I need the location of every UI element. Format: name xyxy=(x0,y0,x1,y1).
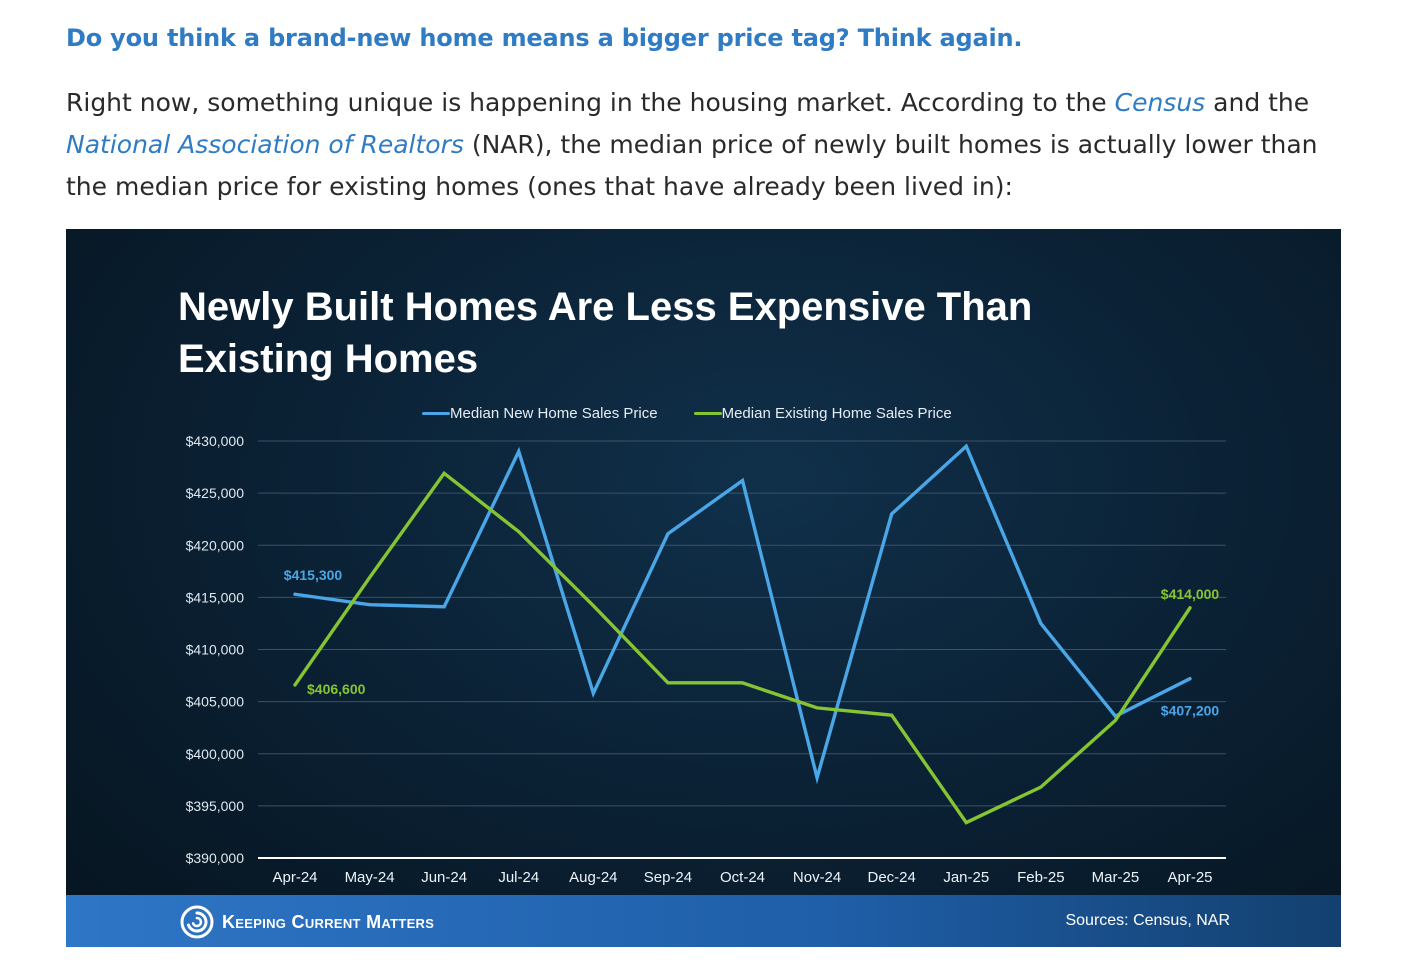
legend-label-existing: Median Existing Home Sales Price xyxy=(721,405,952,422)
data-point-existing xyxy=(815,706,819,710)
series-line-existing xyxy=(293,470,1192,825)
y-tick-label: $425,000 xyxy=(186,485,245,501)
census-link[interactable]: Census xyxy=(1114,88,1206,117)
article-headline: Do you think a brand-new home means a bi… xyxy=(66,24,1023,52)
y-tick-label: $430,000 xyxy=(186,433,245,449)
data-point-new xyxy=(1039,621,1043,625)
x-tick-label: Jul-24 xyxy=(498,869,539,886)
swirl-logo-icon xyxy=(180,905,214,939)
data-label: $406,600 xyxy=(307,681,366,697)
legend-item-existing: Median Existing Home Sales Price xyxy=(693,405,952,422)
data-label: $407,200 xyxy=(1161,703,1220,719)
x-tick-label: Aug-24 xyxy=(569,869,617,886)
data-point-new xyxy=(293,592,297,596)
data-point-new xyxy=(815,776,819,780)
data-point-existing xyxy=(666,681,670,685)
para-text-3: (NAR), the median price of newly built h… xyxy=(66,130,1318,201)
data-point-existing xyxy=(1188,606,1192,610)
x-tick-label: Apr-24 xyxy=(272,869,317,886)
chart-legend: Median New Home Sales Price Median Exist… xyxy=(422,405,988,422)
x-tick-label: Feb-25 xyxy=(1017,869,1065,886)
x-tick-label: May-24 xyxy=(345,869,395,886)
data-point-new xyxy=(666,532,670,536)
legend-swatch-existing xyxy=(693,412,722,415)
brand-name: Keeping Current Matters xyxy=(222,911,435,932)
x-tick-label: Mar-25 xyxy=(1092,869,1140,886)
data-point-existing xyxy=(442,471,446,475)
data-point-new xyxy=(591,691,595,695)
data-point-new xyxy=(517,449,521,453)
y-tick-label: $405,000 xyxy=(186,694,245,710)
legend-item-new: Median New Home Sales Price xyxy=(422,405,658,422)
data-point-new xyxy=(1188,677,1192,681)
data-point-existing xyxy=(591,604,595,608)
para-text-2: and the xyxy=(1205,88,1310,117)
line-chart-plot: $390,000 $395,000 $400,000 $405,000 $410,000… xyxy=(186,433,1226,886)
data-point-new xyxy=(368,603,372,607)
chart-card: Newly Built Homes Are Less Expensive Tha… xyxy=(66,229,1341,947)
x-tick-label: Dec-24 xyxy=(867,869,915,886)
nar-link[interactable]: National Association of Realtors xyxy=(66,130,464,159)
y-tick-label: $410,000 xyxy=(186,642,245,658)
data-point-existing xyxy=(1039,785,1043,789)
intro-paragraph: Right now, something unique is happening… xyxy=(66,82,1356,208)
legend-swatch-new xyxy=(422,412,450,415)
x-tick-label: Sep-24 xyxy=(644,869,692,886)
y-tick-label: $400,000 xyxy=(186,746,245,762)
data-point-new xyxy=(442,605,446,609)
para-text-1: Right now, something unique is happening… xyxy=(66,88,1115,117)
sources-note: Sources: Census, NAR xyxy=(1065,912,1230,929)
data-point-new xyxy=(741,479,744,483)
x-tick-label: Nov-24 xyxy=(793,869,841,886)
data-point-existing xyxy=(517,530,521,534)
x-tick-label: Jan-25 xyxy=(943,869,989,886)
data-point-existing xyxy=(368,576,372,580)
data-label: $415,300 xyxy=(284,567,343,583)
data-point-new xyxy=(890,512,894,516)
y-tick-label: $390,000 xyxy=(186,850,245,866)
legend-label-new: Median New Home Sales Price xyxy=(450,405,658,422)
x-tick-label: Jun-24 xyxy=(421,869,467,886)
y-tick-label: $415,000 xyxy=(186,589,245,605)
y-tick-label: $420,000 xyxy=(186,537,245,553)
data-label: $414,000 xyxy=(1161,586,1220,602)
data-point-existing xyxy=(964,821,968,825)
data-point-existing xyxy=(890,713,894,717)
data-point-existing xyxy=(1113,718,1117,722)
x-tick-label: Oct-24 xyxy=(720,869,765,886)
y-tick-label: $395,000 xyxy=(186,798,245,814)
chart-title: Newly Built Homes Are Less Expensive Tha… xyxy=(178,285,1033,381)
data-point-new xyxy=(964,444,968,448)
data-point-existing xyxy=(293,683,297,687)
chart-footer: Keeping Current Matters Sources: Census,… xyxy=(66,895,1341,947)
x-tick-label: Apr-25 xyxy=(1167,869,1212,886)
brand: Keeping Current Matters xyxy=(180,905,434,939)
data-point-existing xyxy=(741,681,744,685)
